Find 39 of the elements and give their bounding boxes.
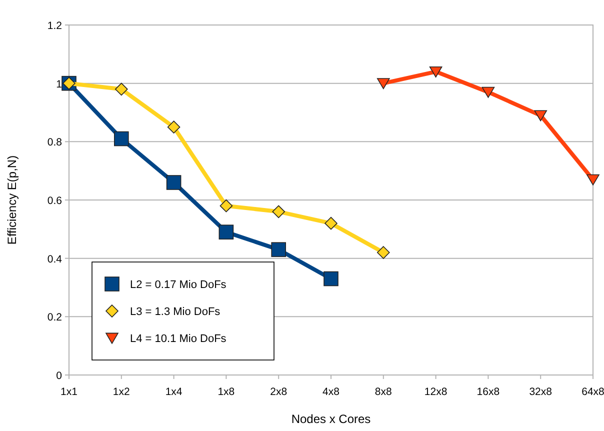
legend-label: L3 = 1.3 Mio DoFs <box>130 306 221 318</box>
y-tick-label: 0.4 <box>47 253 62 266</box>
point <box>114 131 129 146</box>
x-tick-label: 32x8 <box>529 386 552 398</box>
point <box>324 216 338 230</box>
x-axis-title: Nodes x Cores <box>291 412 371 426</box>
y-tick-label: 1 <box>56 78 62 90</box>
point <box>377 78 390 90</box>
point <box>220 199 233 212</box>
y-tick-label: 0 <box>56 370 62 382</box>
point <box>324 271 338 286</box>
point <box>115 82 128 96</box>
point <box>586 174 600 186</box>
point <box>534 110 547 122</box>
point <box>167 120 180 134</box>
x-tick-label: 8x8 <box>374 386 392 398</box>
point <box>272 205 285 218</box>
legend-label: L2 = 0.17 Mio DoFs <box>130 279 227 291</box>
point <box>218 224 234 240</box>
x-tick-label: 1x4 <box>165 386 182 398</box>
point <box>482 86 495 98</box>
y-axis-title: Efficiency E(p,N) <box>5 155 19 245</box>
point <box>377 246 390 259</box>
point <box>429 66 442 78</box>
x-tick-label: 16x8 <box>476 386 500 398</box>
y-tick-label: 1.2 <box>47 20 62 32</box>
x-tick-label: 12x8 <box>424 386 448 398</box>
x-tick-label: 4x8 <box>322 386 340 398</box>
x-tick-label: 2x8 <box>270 386 288 398</box>
y-tick-label: 0.8 <box>47 136 62 149</box>
point <box>271 242 286 257</box>
x-tick-label: 1x2 <box>112 386 130 398</box>
point <box>166 175 182 190</box>
x-tick-label: 64x8 <box>582 386 604 398</box>
y-tick-label: 0.2 <box>47 312 62 324</box>
y-tick-label: 0.6 <box>47 195 62 207</box>
x-tick-label: 1x8 <box>218 386 235 398</box>
x-tick-label: 1x1 <box>60 386 78 398</box>
legend-label: L4 = 10.1 Mio DoFs <box>130 333 227 345</box>
